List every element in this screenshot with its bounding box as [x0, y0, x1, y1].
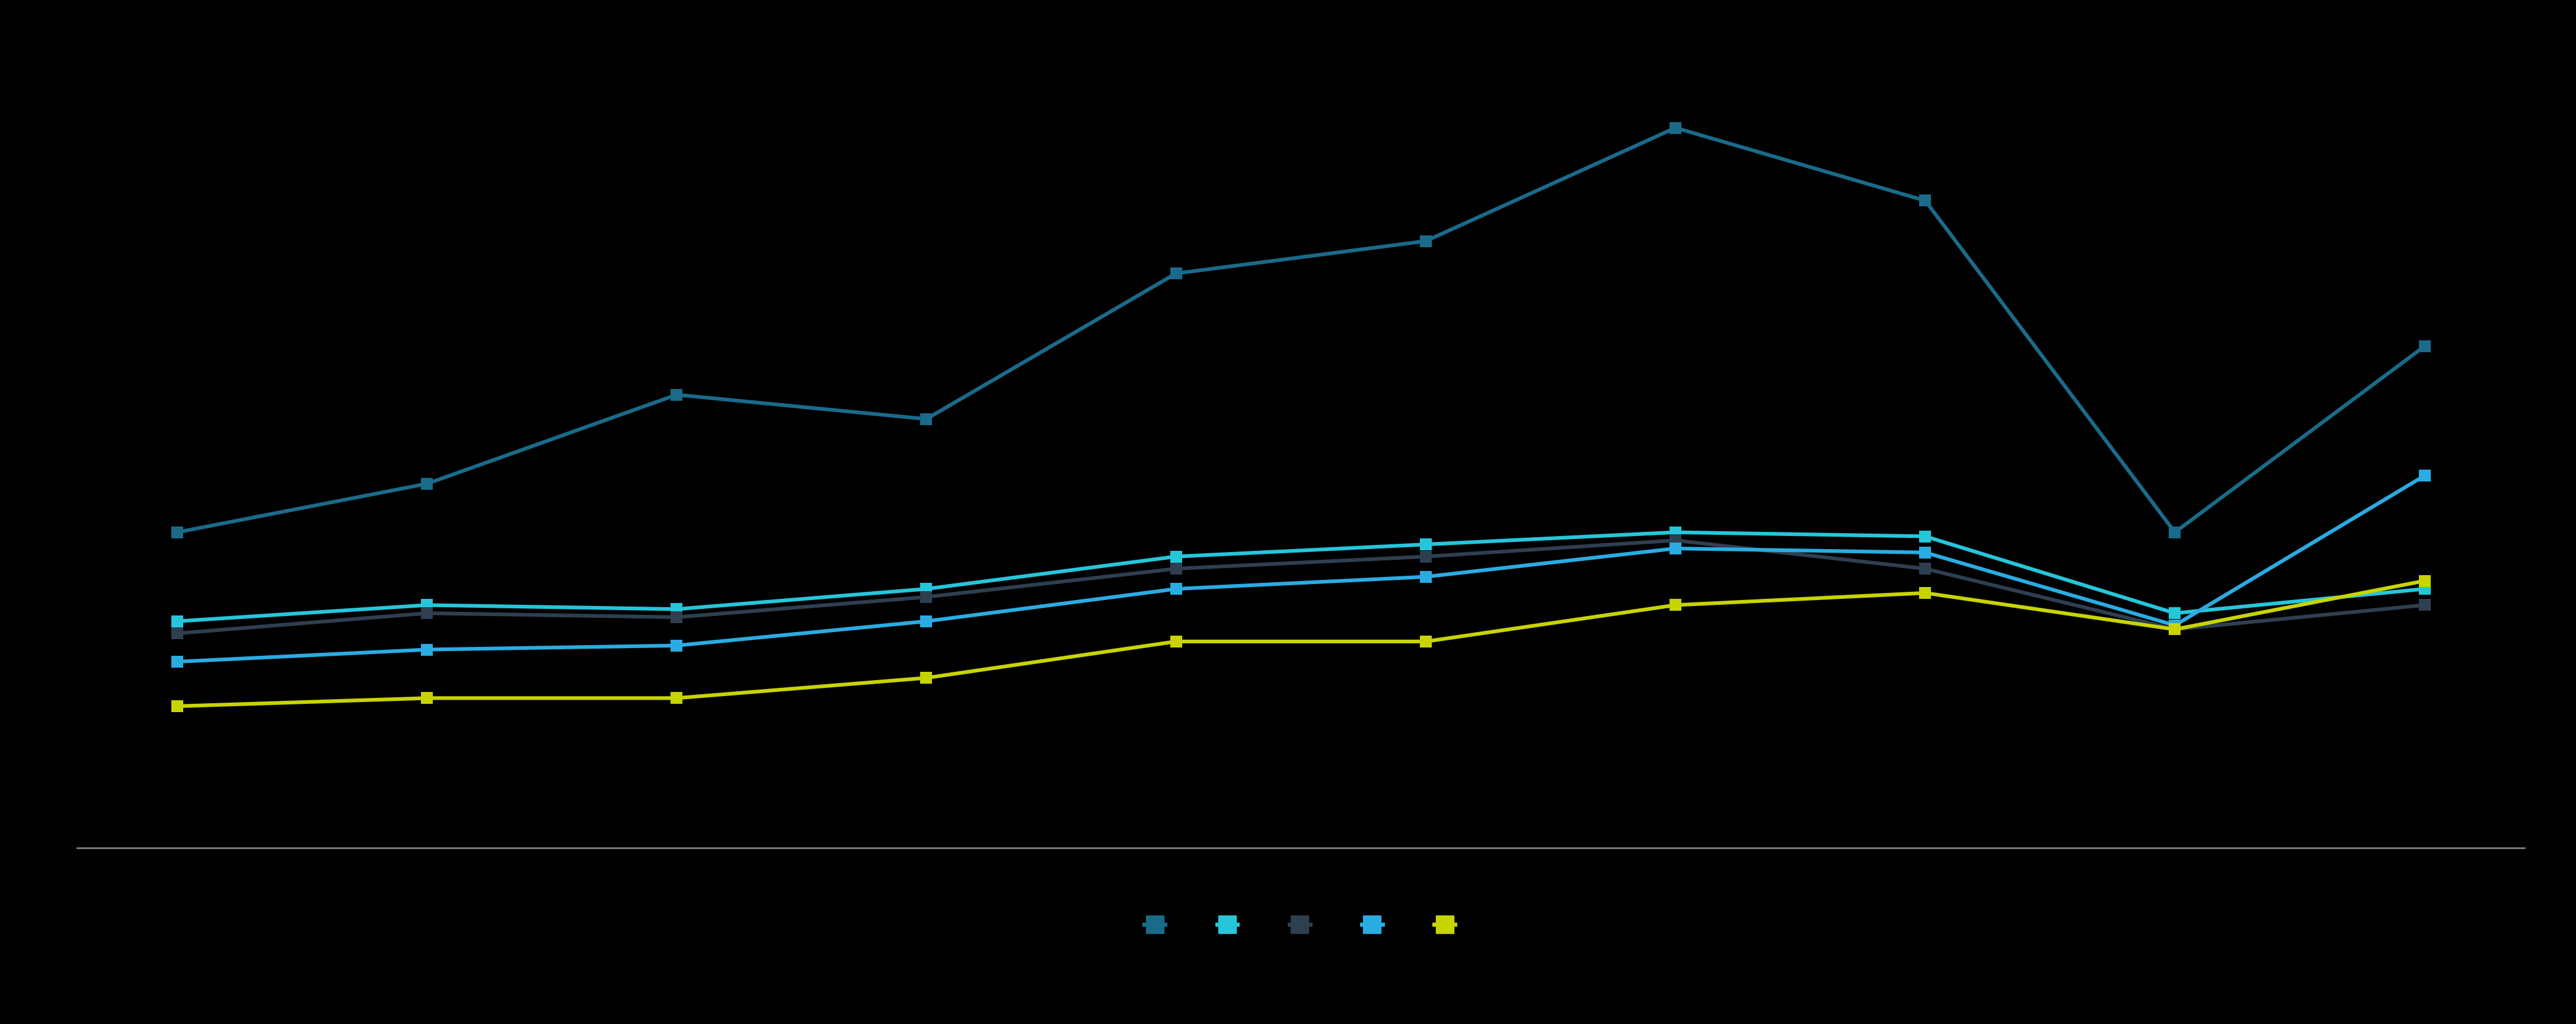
Serie 1 — [1659, 122, 1690, 134]
Serie 2 — [162, 615, 193, 628]
Serie 4 — [2159, 620, 2190, 632]
Serie 3 — [2409, 599, 2439, 611]
Line: Serie 3: Serie 3 — [173, 535, 2429, 639]
Serie 1 — [2159, 526, 2190, 539]
Serie 1 — [912, 413, 943, 425]
Serie 3 — [1909, 562, 1940, 574]
Serie 5 — [1909, 587, 1940, 599]
Serie 3 — [662, 611, 693, 624]
Serie 2 — [1909, 530, 1940, 543]
Serie 2 — [912, 583, 943, 595]
Serie 2 — [1659, 526, 1690, 539]
Line: Serie 5: Serie 5 — [173, 575, 2429, 712]
Serie 5 — [662, 692, 693, 705]
Serie 3 — [162, 628, 193, 640]
Serie 5 — [1162, 635, 1193, 647]
Serie 4 — [2409, 469, 2439, 482]
Serie 1 — [1909, 195, 1940, 207]
Serie 1 — [662, 388, 693, 400]
Legend: , , , , : , , , , — [1141, 918, 1461, 933]
Serie 2 — [1409, 539, 1440, 551]
Serie 5 — [2159, 624, 2190, 636]
Serie 5 — [162, 700, 193, 713]
Serie 2 — [2409, 583, 2439, 595]
Serie 1 — [412, 477, 443, 489]
Serie 3 — [912, 591, 943, 603]
Serie 5 — [912, 672, 943, 684]
Serie 4 — [662, 639, 693, 651]
Serie 3 — [2159, 624, 2190, 636]
Line: Serie 1: Serie 1 — [173, 122, 2429, 538]
Serie 1 — [1162, 267, 1193, 280]
Line: Serie 2: Serie 2 — [173, 526, 2429, 627]
Serie 3 — [412, 607, 443, 620]
Serie 5 — [1409, 635, 1440, 647]
Serie 2 — [662, 603, 693, 615]
Serie 3 — [1162, 562, 1193, 574]
Serie 4 — [1659, 543, 1690, 555]
Serie 5 — [1659, 599, 1690, 611]
Serie 2 — [2159, 607, 2190, 620]
Serie 1 — [2409, 340, 2439, 352]
Serie 4 — [912, 615, 943, 628]
Serie 3 — [1659, 535, 1690, 547]
Serie 4 — [162, 655, 193, 668]
Serie 1 — [1409, 234, 1440, 247]
Serie 4 — [1162, 583, 1193, 595]
Serie 5 — [412, 692, 443, 705]
Serie 4 — [1409, 570, 1440, 583]
Serie 2 — [412, 599, 443, 611]
Serie 3 — [1409, 551, 1440, 563]
Serie 1 — [162, 526, 193, 539]
Serie 4 — [1909, 547, 1940, 559]
Serie 2 — [1162, 551, 1193, 563]
Line: Serie 4: Serie 4 — [173, 470, 2429, 668]
Serie 4 — [412, 643, 443, 655]
Serie 5 — [2409, 574, 2439, 587]
